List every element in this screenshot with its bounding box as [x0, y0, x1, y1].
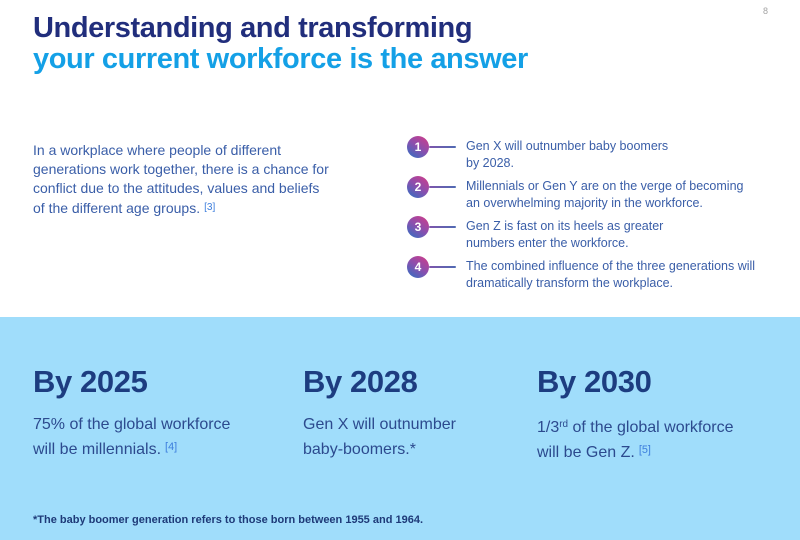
title-line-2: your current workforce is the answer — [33, 43, 528, 75]
milestone-2028: By 2028 Gen X will outnumber baby-boomer… — [303, 365, 537, 464]
point-number-badge: 2 — [407, 176, 429, 198]
point-text: Gen Z is fast on its heels as greater nu… — [466, 219, 664, 250]
slide-title: Understanding and transforming your curre… — [33, 13, 528, 75]
page-number: 8 — [762, 6, 768, 16]
connector-line — [429, 146, 456, 148]
point-number-badge: 3 — [407, 216, 429, 238]
milestone-text: 1/3rd of the global workforce will be Ge… — [537, 414, 800, 464]
milestone-heading: By 2025 — [33, 364, 148, 399]
connector-line — [429, 186, 456, 188]
list-item-2: 2 Millennials or Gen Y are on the verge o… — [407, 176, 779, 212]
list-item-4: 4 The combined influence of the three gen… — [407, 256, 779, 292]
point-text: Millennials or Gen Y are on the verge of… — [466, 179, 744, 210]
points-list: 1 Gen X will outnumber baby boomers by 20… — [407, 136, 779, 292]
intro-text: In a workplace where people of different… — [33, 142, 329, 216]
milestone-body-cont: of the global workforce will be Gen Z. — [537, 419, 734, 461]
milestone-columns: By 2025 75% of the global workforce will… — [0, 317, 800, 464]
intro-citation: [3] — [204, 202, 216, 213]
milestone-body: 1/3 — [537, 419, 560, 436]
milestone-heading: By 2030 — [537, 364, 652, 399]
list-item-1: 1 Gen X will outnumber baby boomers by 20… — [407, 136, 779, 172]
title-line-1: Understanding and transforming — [33, 12, 473, 44]
footnote: *The baby boomer generation refers to th… — [33, 514, 423, 526]
intro-paragraph: In a workplace where people of different… — [33, 141, 383, 218]
milestones-band: By 2025 75% of the global workforce will… — [0, 317, 800, 540]
connector-line — [429, 226, 456, 228]
point-text: Gen X will outnumber baby boomers by 202… — [466, 139, 669, 170]
point-number-badge: 4 — [407, 256, 429, 278]
point-text: The combined influence of the three gene… — [466, 259, 756, 290]
milestone-text: 75% of the global workforce will be mill… — [33, 414, 303, 461]
milestone-2030: By 2030 1/3rd of the global workforce wi… — [537, 365, 800, 464]
milestone-heading: By 2028 — [303, 364, 418, 399]
point-number: 2 — [414, 180, 422, 194]
connector-line — [429, 266, 456, 268]
point-number: 4 — [414, 260, 422, 274]
milestone-citation: [4] — [165, 441, 178, 453]
milestone-citation: [5] — [638, 444, 651, 456]
list-item-3: 3 Gen Z is fast on its heels as greater n… — [407, 216, 779, 252]
point-number-badge: 1 — [407, 136, 429, 158]
milestone-body: 75% of the global workforce will be mill… — [33, 416, 231, 458]
point-number: 1 — [414, 140, 422, 154]
milestone-text: Gen X will outnumber baby-boomers.* — [303, 414, 537, 461]
milestone-2025: By 2025 75% of the global workforce will… — [33, 365, 303, 464]
point-number: 3 — [414, 220, 422, 234]
ordinal-suffix: rd — [559, 419, 569, 430]
milestone-body: Gen X will outnumber baby-boomers.* — [303, 416, 456, 458]
